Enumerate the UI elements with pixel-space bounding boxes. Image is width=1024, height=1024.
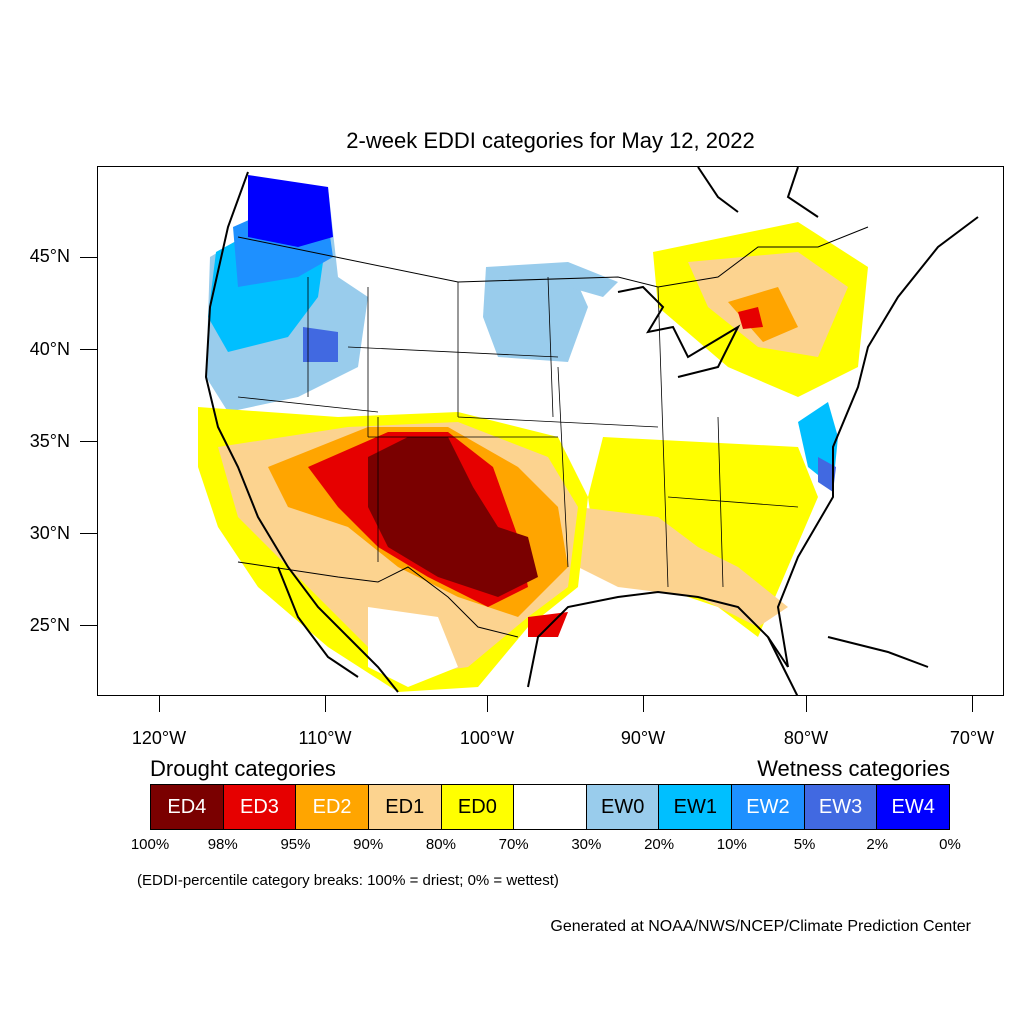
baja-peninsula — [277, 566, 359, 678]
lon-label-110w: 110°W — [298, 728, 352, 748]
legend-break-label: 30% — [571, 836, 602, 853]
drought-region-ed1-southeast — [578, 507, 788, 627]
map-title: 2-week EDDI categories for May 12, 2022 — [346, 128, 755, 153]
lon-tick — [325, 696, 326, 712]
drought-region-ed4-southwest — [368, 437, 538, 597]
wetness-categories-heading: Wetness categories — [757, 756, 950, 781]
lat-label-30: 30°N — [29, 523, 70, 543]
lon-tick — [159, 696, 160, 712]
legend-break-label: 100% — [130, 836, 170, 853]
legend-swatch-ew3: EW3 — [804, 785, 878, 829]
gulf-coastline — [527, 590, 789, 688]
legend-swatch-ed2: ED2 — [296, 785, 369, 829]
canada-border — [237, 226, 869, 288]
lon-tick — [487, 696, 488, 712]
legend-break-label: 0% — [939, 836, 961, 853]
legend-break-label: 98% — [207, 836, 238, 853]
lat-tick — [80, 349, 97, 350]
wetness-region-ew0-mn — [568, 262, 618, 297]
credit-line: Generated at NOAA/NWS/NCEP/Climate Predi… — [550, 918, 971, 935]
lat-label-45: 45°N — [29, 246, 70, 266]
no-category-region-mexico — [368, 607, 458, 687]
lat-label-35: 35°N — [29, 431, 70, 451]
legend-swatch-none — [514, 785, 587, 829]
legend-break-label: 95% — [280, 836, 311, 853]
wetness-region-ew3-west — [303, 327, 338, 362]
wetness-region-ew0-plains — [483, 262, 588, 362]
atlantic-coastline — [776, 216, 979, 668]
lon-tick — [806, 696, 807, 712]
legend-break-label: 2% — [866, 836, 889, 853]
category-breaks-note: (EDDI-percentile category breaks: 100% =… — [137, 872, 559, 889]
drought-categories-heading: Drought categories — [150, 756, 336, 781]
mexico-border — [237, 561, 519, 638]
cuba — [827, 636, 929, 668]
lon-label-70w: 70°W — [949, 728, 995, 748]
florida — [767, 636, 799, 695]
lat-tick — [80, 625, 97, 626]
legend-swatch-ed0: ED0 — [441, 785, 515, 829]
legend-break-label: 70% — [498, 836, 529, 853]
legend-swatch-ed1: ED1 — [368, 785, 442, 829]
legend-swatch-ed3: ED3 — [223, 785, 297, 829]
legend-swatch-ew4: EW4 — [877, 785, 950, 829]
legend-swatch-ed4: ED4 — [151, 785, 224, 829]
lon-tick — [643, 696, 644, 712]
lon-label-80w: 80°W — [783, 728, 829, 748]
us-coastline — [204, 171, 399, 693]
legend-break-label: 80% — [425, 836, 456, 853]
state-borders — [237, 276, 799, 588]
wetness-region-ew4-west — [248, 175, 333, 247]
lon-label-100w: 100°W — [459, 728, 515, 748]
legend-swatch-ew1: EW1 — [659, 785, 733, 829]
wetness-region-ew3-east — [818, 457, 836, 492]
eddi-map — [198, 167, 979, 695]
legend-colorbar: ED4 ED3 ED2 ED1 ED0 EW0 EW1 EW2 EW3 EW4 — [150, 784, 950, 830]
legend-swatch-ew0: EW0 — [586, 785, 660, 829]
lon-label-90w: 90°W — [620, 728, 666, 748]
legend-swatch-ew2: EW2 — [732, 785, 805, 829]
lat-label-25: 25°N — [29, 615, 70, 635]
legend-break-label: 20% — [644, 836, 675, 853]
lon-tick — [972, 696, 973, 712]
legend-break-label: 10% — [716, 836, 747, 853]
lat-label-40: 40°N — [29, 339, 70, 359]
map-panel — [97, 166, 1004, 696]
lat-tick — [80, 441, 97, 442]
drought-region-ed3-northeast — [738, 307, 763, 329]
drought-region-ed2-northeast — [728, 287, 798, 342]
great-lakes — [617, 285, 741, 378]
legend-break-label: 5% — [793, 836, 816, 853]
lat-tick — [80, 533, 97, 534]
hudson-coast — [697, 167, 819, 218]
legend-break-label: 90% — [353, 836, 384, 853]
lat-tick — [80, 257, 97, 258]
lon-label-120w: 120°W — [131, 728, 187, 748]
